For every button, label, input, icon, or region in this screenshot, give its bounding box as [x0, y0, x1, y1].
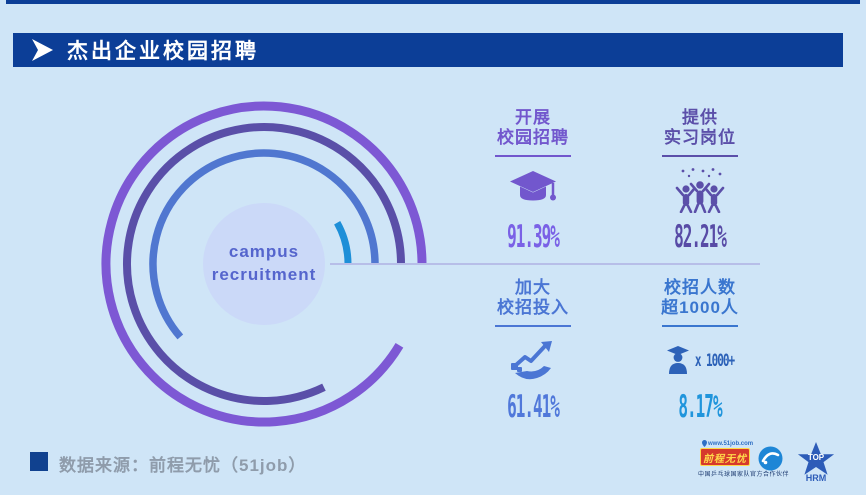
- location-pin-icon: [702, 440, 707, 447]
- stat-card-investment: 加大 校招投入 61.41%: [453, 278, 613, 425]
- tophrm-line2: HRM: [806, 473, 827, 483]
- graduate-count-icon: x 1000+: [666, 336, 735, 384]
- table-tennis-badge-icon: [758, 446, 783, 471]
- stat-label-line2: 校招投入: [497, 297, 569, 317]
- hand-growth-arrow-icon: [508, 336, 558, 384]
- stat-value: 91.39%: [507, 217, 560, 255]
- stat-value: 61.41%: [507, 387, 560, 425]
- stat-label-line1: 开展: [515, 108, 551, 127]
- top-accent-bar: [6, 0, 860, 4]
- stat-label-line1: 提供: [682, 108, 718, 127]
- ring-arc-3: [334, 221, 352, 265]
- stat-label-line2: 超1000人: [661, 297, 739, 317]
- arrow-icon: [32, 39, 53, 61]
- graduation-cap-icon: [508, 166, 558, 214]
- stat-underline: [662, 155, 738, 158]
- tophrm-line1: TOP: [808, 453, 825, 462]
- stat-label-line2: 实习岗位: [664, 127, 736, 147]
- stat-value: 82.21%: [674, 217, 727, 255]
- partner-text: 中国乒乓球国家队官方合作伙伴: [698, 472, 790, 478]
- stat-underline: [662, 325, 738, 328]
- stat-label: 校招人数 超1000人: [661, 278, 739, 317]
- top-hrm-logo: TOP HRM: [797, 442, 835, 483]
- stat-card-headcount: 校招人数 超1000人 x 1000+ 8.17%: [620, 278, 780, 425]
- stat-card-internships: 提供 实习岗位: [620, 108, 780, 255]
- 51job-url-label: www.51job.com: [702, 440, 753, 447]
- celebrating-people-icon: [673, 166, 727, 214]
- stat-card-campus-recruiting: 开展 校园招聘 91.39%: [453, 108, 613, 255]
- source-marker-square: [30, 452, 48, 471]
- stat-label-line1: 加大: [515, 278, 551, 297]
- stat-underline: [495, 155, 571, 158]
- center-label-line2: recruitment: [211, 265, 317, 284]
- center-label-line1: campus: [228, 242, 300, 262]
- stat-label-line2: 校园招聘: [497, 127, 569, 147]
- stat-label-line1: 校招人数: [663, 278, 736, 297]
- stat-label: 提供 实习岗位: [664, 108, 736, 147]
- stat-underline: [495, 325, 571, 328]
- stat-label: 开展 校园招聘: [497, 108, 569, 147]
- title-banner: 杰出企业校园招聘: [13, 33, 843, 67]
- stat-label: 加大 校招投入: [497, 278, 569, 317]
- connector-line: [330, 263, 760, 265]
- page-title: 杰出企业校园招聘: [67, 40, 259, 63]
- stat-value: 8.17%: [678, 387, 722, 425]
- data-source-label: 数据来源：前程无忧（51job）: [59, 456, 307, 475]
- headcount-multiplier-text: x 1000+: [694, 350, 735, 370]
- chart-center-label: campus recruitment: [203, 203, 325, 325]
- footer-logos: www.51job.com 前程无忧 中国乒乓球国家队官方合作伙伴 TOP HR…: [698, 440, 843, 483]
- logo-51job: 前程无忧: [700, 448, 750, 466]
